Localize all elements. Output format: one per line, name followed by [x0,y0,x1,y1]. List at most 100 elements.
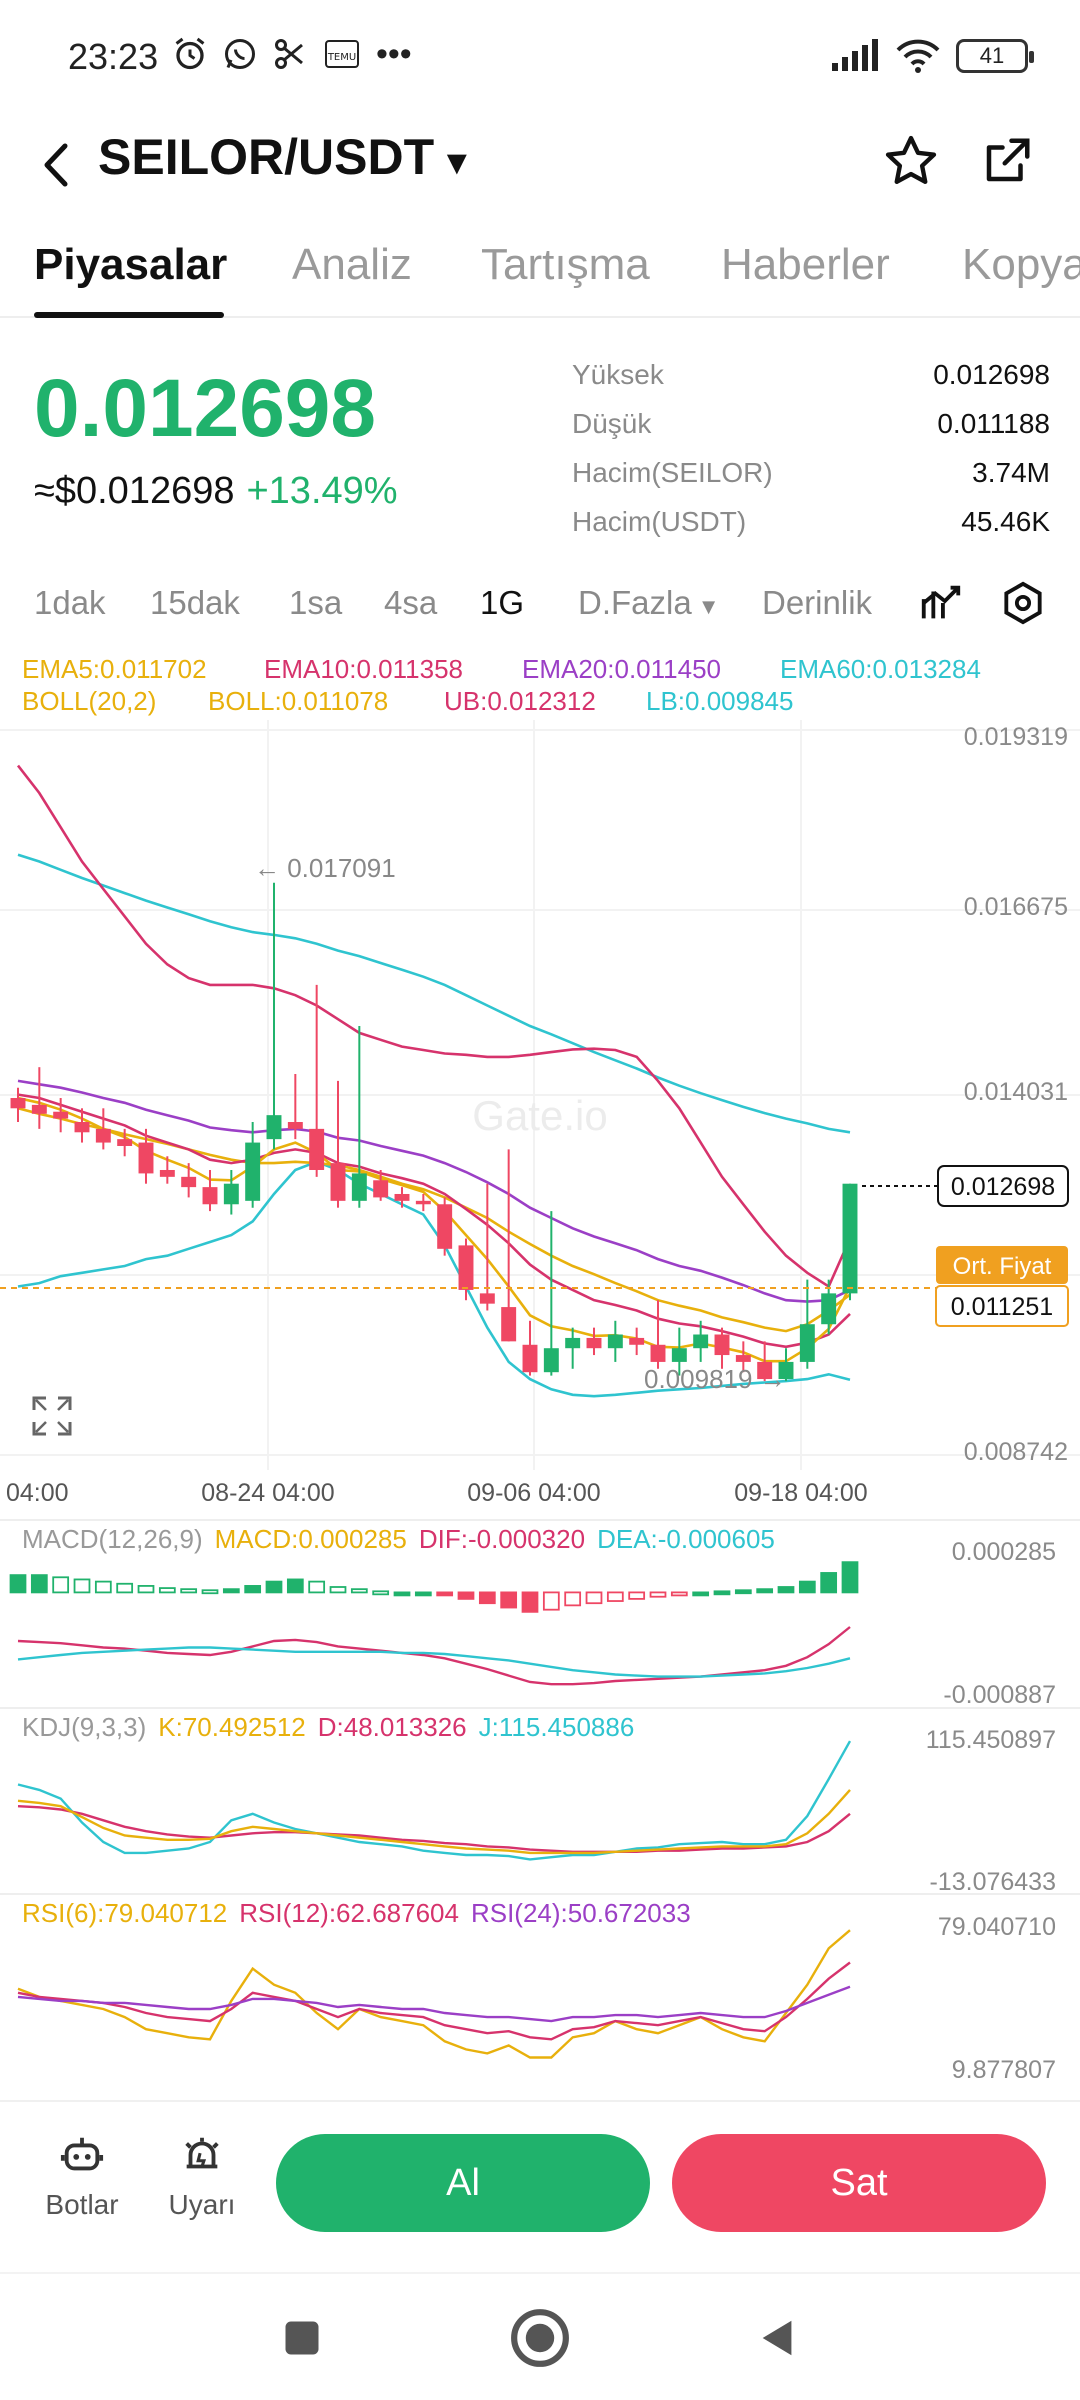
share-icon [986,138,1030,182]
interval-more[interactable]: D.Fazla ▼ [578,584,719,622]
market-tabs: Piyasalar Analiz Tartışma Haberler Kopya [0,228,1080,318]
price-axis-label: 0.019319 [964,723,1068,751]
kdj-axis-label: -13.076433 [929,1868,1056,1896]
pair-dropdown-icon[interactable]: ▼ [440,144,474,182]
macd-legend-name: MACD(12,26,9) [22,1524,203,1554]
alerts-button[interactable]: Uyarı [152,2132,252,2221]
kdj-legend-k: K:70.492512 [158,1712,305,1742]
interval-15dak[interactable]: 15dak [150,584,240,621]
candle-body [159,1169,175,1177]
stats-panel: Yüksek 0.012698 Düşük 0.011188 Hacim(SEILO… [572,350,1050,546]
battery-indicator: 41 [956,39,1034,73]
tab-kopya[interactable]: Kopya [962,240,1080,289]
signal-icon [832,39,878,71]
macd-bar [713,1590,731,1596]
macd-bar [158,1587,176,1594]
favorite-button[interactable] [876,124,946,198]
recents-button[interactable] [262,2298,342,2378]
stat-row-volume-base: Hacim(SEILOR) 3.74M [572,448,1050,497]
macd-pane [9,1561,859,1686]
candle-body [245,1142,261,1201]
action-bar: Botlar Uyarı Al Sat [0,2100,1080,2270]
rsi-legend-6: RSI(6):79.040712 [22,1898,227,1928]
macd-bar [393,1591,411,1597]
kdj-legend-name: KDJ(9,3,3) [22,1712,146,1742]
indicator-button[interactable] [918,580,964,631]
chart-settings-button[interactable] [1000,580,1046,631]
kdj-legend-d: D:48.013326 [318,1712,467,1742]
candles [10,882,858,1382]
macd-legend-dea: DEA:-0.000605 [597,1524,775,1554]
stat-label: Düşük [572,407,652,439]
buy-button[interactable]: Al [276,2134,650,2232]
candle-body [202,1187,218,1205]
kdj_k-line [17,1789,851,1855]
fullscreen-icon[interactable] [32,1396,72,1436]
rsi6-line [17,1929,851,2059]
legend-boll-mid: BOLL:0.011078 [208,686,389,716]
share-button[interactable] [972,124,1042,198]
tab-haberler[interactable]: Haberler [721,240,890,289]
avg-price-value: 0.011251 [951,1293,1053,1321]
interval-4sa[interactable]: 4sa [384,584,438,621]
pair-title[interactable]: SEILOR/USDT [98,129,435,185]
candle-body [458,1245,474,1290]
interval-depth[interactable]: Derinlik [762,584,873,621]
rsi-axis-label: 9.877807 [952,2056,1056,2084]
macd-bar [692,1591,710,1597]
candle-body [287,1122,303,1129]
back-nav-button[interactable] [738,2298,818,2378]
ub-line [16,764,852,1289]
macd-bar [478,1591,496,1605]
home-button[interactable] [500,2298,580,2378]
macd-bar [670,1591,688,1597]
candle-body [373,1180,389,1198]
macd-bar [30,1574,48,1594]
temu-icon: TEMU [325,40,359,68]
macd-bar [649,1591,667,1598]
candlestick-chart[interactable]: Gate.io 0.019319 0.016675 0.014031 0.008… [0,720,1080,2100]
tab-tartisma[interactable]: Tartışma [481,240,650,289]
macd-bar [286,1578,304,1594]
macd-bar [777,1586,795,1594]
tab-analiz[interactable]: Analiz [292,240,412,289]
stat-label: Hacim(SEILOR) [572,456,773,488]
stat-value: 45.46K [961,505,1050,537]
macd-bar [628,1591,646,1600]
price-usd-line: ≈$0.012698 +13.49% [34,470,398,513]
avg-price-tag [936,1246,1068,1284]
macd-bar [222,1588,240,1594]
interval-more-label: D.Fazla [578,584,692,621]
interval-1sa[interactable]: 1sa [289,584,343,621]
stat-row-high: Yüksek 0.012698 [572,350,1050,399]
indicator-chart-icon [921,585,961,619]
interval-bar: 1dak 15dak 1sa 4sa 1G D.Fazla ▼ Derinlik [0,570,1080,636]
sell-button[interactable]: Sat [672,2134,1046,2232]
candle-body [586,1337,602,1349]
macd-bar [820,1572,838,1594]
current-price-tag [937,1165,1069,1207]
macd-bar [73,1578,91,1594]
ema10-line [17,1093,851,1349]
macd-bar [500,1591,518,1609]
candle-body [10,1098,26,1109]
tab-piyasalar[interactable]: Piyasalar [34,240,228,289]
last-price: 0.012698 [34,363,377,454]
legend-lb: LB:0.009845 [646,686,794,716]
macd-bar [350,1588,368,1594]
bots-button[interactable]: Botlar [32,2132,132,2221]
macd-bar [116,1582,134,1594]
time-axis-label: 04:00 [6,1479,69,1507]
square-icon [285,2321,319,2355]
legend-ema60: EMA60:0.013284 [780,654,981,684]
interval-1g[interactable]: 1G [480,584,525,621]
macd-legend-value: MACD:0.000285 [215,1524,407,1554]
candle-body [714,1334,730,1356]
macd-bar [564,1591,582,1607]
avg-price-label: Ort. Fiyat [953,1253,1052,1280]
rsi24-line [17,1985,851,2023]
macd-bar [457,1591,475,1600]
alerts-label: Uyarı [168,2189,236,2220]
back-button[interactable] [26,130,86,200]
interval-1dak[interactable]: 1dak [34,584,106,621]
